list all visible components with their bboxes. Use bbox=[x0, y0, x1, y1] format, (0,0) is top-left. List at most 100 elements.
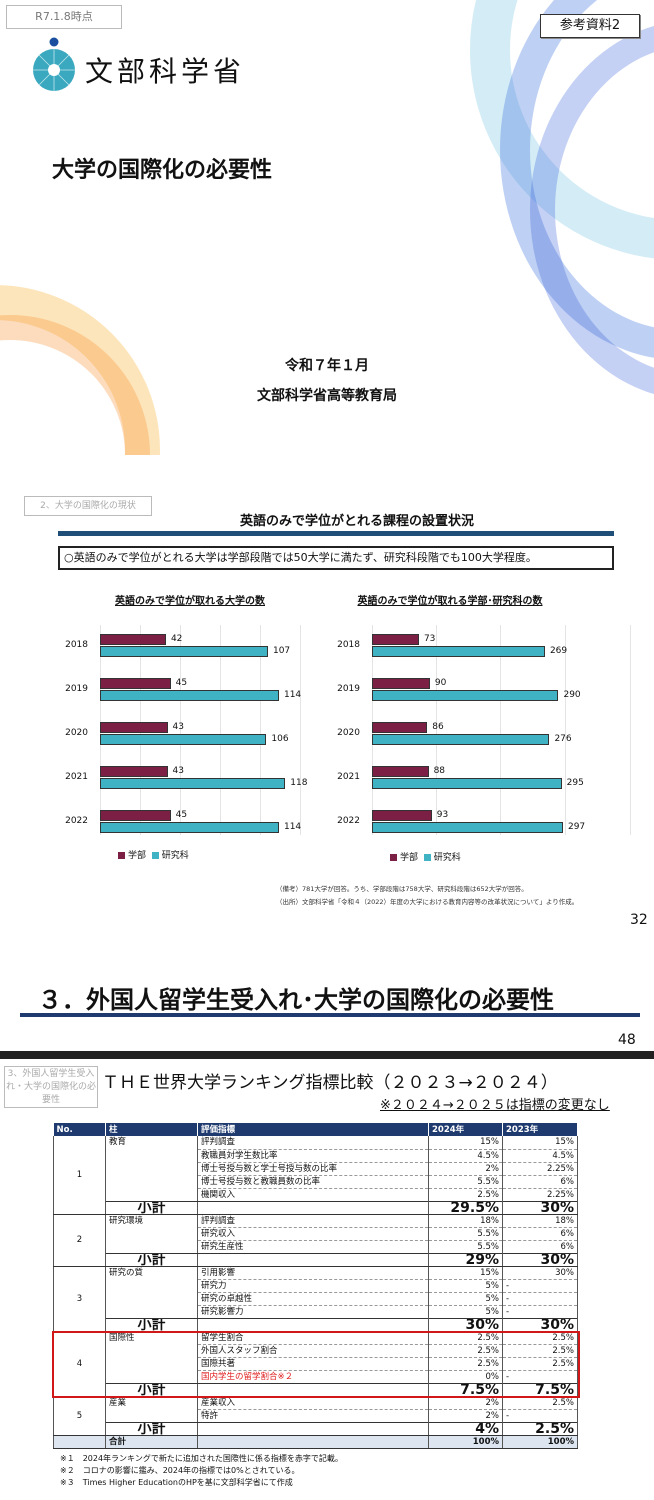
data-label: 106 bbox=[271, 734, 289, 744]
footnote: ※２ コロナの影響に鑑み、2024年の指標では0%とされている。 bbox=[60, 1466, 300, 1475]
data-label: 43 bbox=[172, 722, 184, 732]
data-label: 42 bbox=[170, 634, 183, 644]
subtotal-label: 小計 bbox=[105, 1200, 198, 1215]
bar-undergraduate bbox=[372, 766, 429, 777]
table-row: 国際共著 2.5% 2.5% bbox=[54, 1357, 578, 1371]
note-remarks: （備考）781大学が回答。うち、学部段階は758大学、研究科段階は652大学が回… bbox=[276, 885, 528, 893]
value-2024: 2% bbox=[428, 1409, 503, 1423]
y-tick-label: 2019 bbox=[337, 684, 360, 694]
section-number: 2 bbox=[53, 1214, 106, 1267]
data-label: 45 bbox=[175, 678, 188, 688]
decorative-blue-arcs bbox=[460, 0, 654, 400]
y-tick-label: 2021 bbox=[337, 772, 360, 782]
value-2023: 2.25% bbox=[502, 1188, 578, 1202]
data-label: 118 bbox=[290, 778, 308, 788]
value-2023: 6% bbox=[502, 1175, 578, 1189]
data-label: 276 bbox=[554, 734, 572, 744]
bar-graduate bbox=[372, 734, 550, 745]
document-tag: 参考資料2 bbox=[540, 14, 640, 38]
empty-cell bbox=[53, 1435, 106, 1449]
y-tick-label: 2018 bbox=[337, 640, 360, 650]
empty-cell bbox=[197, 1252, 429, 1267]
table-row: 機関収入 2.5% 2.25% bbox=[54, 1188, 578, 1202]
ranking-indicator-table: No. 柱評価指標 2024年 2023年 1 教育 評判調査 15% 15% 教職員対学生数比… bbox=[53, 1123, 578, 1449]
value-2024: 5% bbox=[428, 1305, 503, 1319]
mext-logo-icon bbox=[32, 34, 80, 98]
value-2024: 5.5% bbox=[428, 1240, 503, 1254]
y-tick-label: 2020 bbox=[337, 728, 360, 738]
table-row: 3 研究の質 引用影響 15% 30% bbox=[53, 1266, 578, 1332]
value-2023: - bbox=[502, 1279, 578, 1293]
bar-undergraduate bbox=[100, 634, 166, 645]
data-label: 269 bbox=[549, 646, 568, 656]
bar-graduate bbox=[100, 690, 279, 701]
bar-undergraduate bbox=[100, 722, 168, 733]
section-number: 3 bbox=[53, 1266, 106, 1332]
column-header: 柱 bbox=[105, 1123, 198, 1136]
slide-date: 令和７年１月 bbox=[285, 358, 369, 374]
summary-box: ○英語のみで学位がとれる大学は学部段階では50大学に満たず、研究科段階でも100… bbox=[58, 546, 614, 570]
header-bar bbox=[0, 1051, 654, 1059]
subtotal-2023: 30% bbox=[502, 1252, 578, 1267]
value-2023: - bbox=[502, 1409, 578, 1423]
column-header: 評価指標 bbox=[197, 1123, 429, 1136]
title-divider bbox=[20, 1013, 640, 1017]
page-number: 32 bbox=[630, 912, 648, 928]
section-number: 1 bbox=[53, 1136, 106, 1215]
column-header: 2023年 bbox=[502, 1123, 578, 1136]
pillar-name: 研究の質 bbox=[105, 1266, 198, 1319]
bar-graduate bbox=[372, 646, 545, 657]
gridline bbox=[220, 625, 221, 835]
decorative-orange-arcs bbox=[0, 285, 170, 455]
indicator-name: 研究の卓越性 bbox=[197, 1292, 429, 1306]
pillar-name: 教育 bbox=[105, 1136, 198, 1202]
section-number: 5 bbox=[53, 1396, 106, 1436]
value-2024: 18% bbox=[428, 1214, 503, 1228]
value-2023: 2.5% bbox=[502, 1396, 578, 1410]
logo-text: 文部科学省 bbox=[85, 55, 246, 88]
subtotal-label: 小計 bbox=[105, 1382, 198, 1397]
gridline bbox=[436, 625, 437, 835]
value-2023: 30% bbox=[502, 1266, 578, 1280]
table-row: 研究収入 5.5% 6% bbox=[54, 1227, 578, 1241]
slide-title: 英語のみで学位がとれる課程の設置状況 bbox=[239, 514, 474, 529]
value-2024: 4.5% bbox=[428, 1149, 503, 1163]
value-2024: 15% bbox=[428, 1136, 503, 1150]
data-label: 107 bbox=[272, 646, 291, 656]
y-tick-label: 2018 bbox=[65, 640, 88, 650]
section-number: 4 bbox=[53, 1331, 106, 1397]
indicator-name: 博士号授与数と学士号授与数の比率 bbox=[197, 1162, 429, 1176]
bar-undergraduate bbox=[372, 722, 428, 733]
data-label: 43 bbox=[172, 766, 184, 776]
value-2023: 2.5% bbox=[502, 1344, 578, 1358]
column-header: 2024年 bbox=[428, 1123, 503, 1136]
table-row: 研究の卓越性 5% - bbox=[54, 1292, 578, 1306]
total-2024: 100% bbox=[428, 1435, 503, 1449]
data-label: 114 bbox=[283, 690, 302, 700]
indicator-name: 評判調査 bbox=[197, 1136, 429, 1150]
table-row: 1 教育 評判調査 15% 15% bbox=[53, 1136, 578, 1215]
y-tick-label: 2022 bbox=[337, 816, 360, 826]
indicator-name: 引用影響 bbox=[197, 1266, 429, 1280]
subtotal-2023: 30% bbox=[502, 1200, 578, 1215]
data-label: 90 bbox=[434, 678, 447, 688]
subtotal-label: 小計 bbox=[105, 1421, 198, 1436]
empty-cell bbox=[197, 1435, 429, 1449]
gridline bbox=[500, 625, 501, 835]
y-tick-label: 2020 bbox=[65, 728, 88, 738]
chart1-legend: 学部 研究科 bbox=[118, 848, 189, 861]
bar-graduate bbox=[100, 646, 268, 657]
subtotal-row: 小計 30% 30% bbox=[54, 1317, 578, 1332]
bar-undergraduate bbox=[372, 678, 430, 689]
bar-undergraduate bbox=[372, 634, 419, 645]
highlight-box bbox=[52, 1331, 580, 1398]
bar-graduate bbox=[372, 778, 562, 789]
subtotal-2023: 2.5% bbox=[502, 1421, 578, 1436]
indicator-name: 研究力 bbox=[197, 1279, 429, 1293]
gridline bbox=[630, 625, 631, 835]
indicator-name: 研究影響力 bbox=[197, 1305, 429, 1319]
subtotal-2024: 29% bbox=[428, 1252, 503, 1267]
subtotal-2024: 4% bbox=[428, 1421, 503, 1436]
indicator-name: 機関収入 bbox=[197, 1188, 429, 1202]
value-2024: 5.5% bbox=[428, 1227, 503, 1241]
